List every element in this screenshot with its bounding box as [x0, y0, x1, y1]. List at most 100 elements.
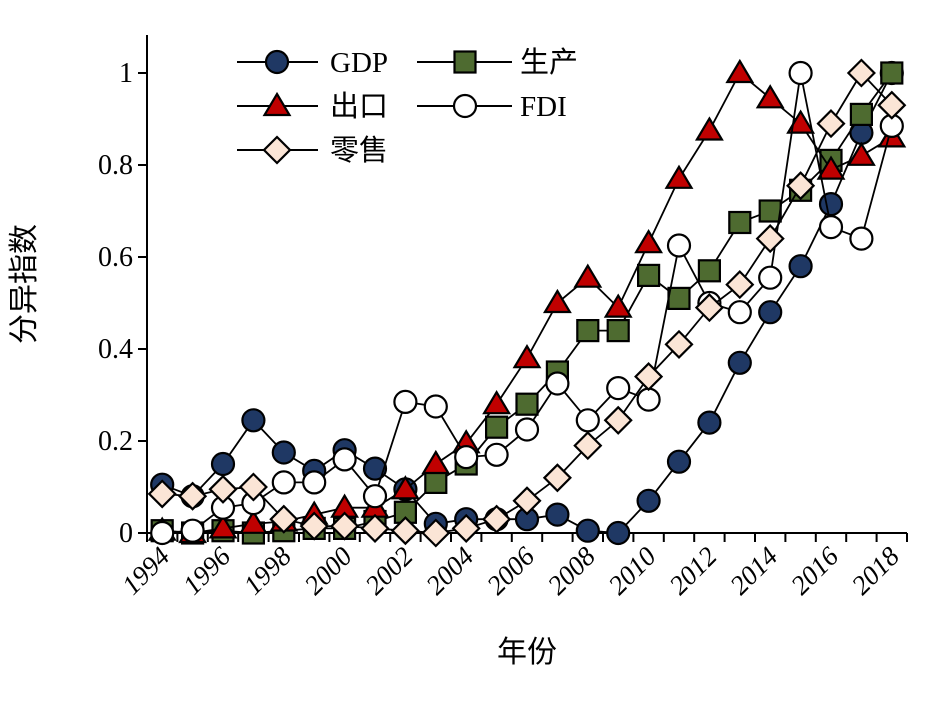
series-零售-marker [877, 90, 907, 120]
series-GDP-marker [697, 410, 722, 435]
x-tick-label-group: 1998 [238, 541, 298, 601]
x-tick-label-group: 2006 [481, 541, 541, 601]
series-出口-marker [664, 164, 694, 189]
series-FDI-marker [818, 215, 844, 240]
series-零售-marker [238, 472, 268, 502]
x-tick-label: 1998 [238, 541, 298, 601]
series-GDP-legend-marker [264, 49, 290, 75]
series-零售-marker [603, 405, 633, 435]
series-生产-marker [424, 470, 448, 494]
series-零售-marker [573, 431, 603, 461]
x-tick-label: 2000 [298, 541, 358, 601]
series-零售 [147, 58, 907, 548]
series-零售-marker [694, 293, 724, 323]
series-FDI-marker [606, 376, 631, 401]
x-tick-label-group: 2004 [420, 541, 479, 600]
y-tick-label: 0.4 [98, 334, 133, 365]
series-FDI-marker [271, 470, 296, 495]
series-零售-marker [269, 504, 299, 534]
series-FDI-marker [514, 417, 540, 442]
x-tick-label-group: 2010 [602, 541, 662, 601]
series-生产-marker [606, 319, 630, 343]
series-零售-marker [725, 270, 755, 300]
series-GDP-marker [666, 449, 692, 474]
series-出口-marker [634, 229, 664, 254]
legend-label: 生产 [520, 46, 578, 79]
series-生产-marker [758, 199, 782, 223]
series-GDP-marker [210, 451, 236, 477]
series-零售-marker [786, 171, 816, 201]
series-生产-marker [485, 415, 509, 439]
x-tick-label-group: 1996 [177, 541, 237, 601]
x-tick-label-group: 2012 [663, 541, 722, 600]
x-tick-label: 2018 [846, 541, 906, 601]
series-零售-marker [846, 58, 876, 88]
x-tick-label-group: 2000 [298, 541, 358, 601]
series-FDI-marker [393, 389, 418, 414]
x-tick-label: 1994 [116, 541, 175, 600]
x-tick-label-group: 2002 [359, 541, 418, 600]
legend-item-零售: 零售 [237, 134, 388, 167]
series-生产-marker [576, 319, 600, 343]
series-零售-legend-marker [262, 135, 292, 165]
x-tick-label-group: 1994 [116, 541, 175, 600]
series-零售-marker [330, 511, 360, 541]
series-零售-marker [451, 513, 481, 543]
x-tick-label-group: 2008 [542, 541, 602, 601]
series-生产-marker [728, 210, 752, 235]
x-tick-label-group: 2014 [724, 541, 783, 600]
series-FDI-marker [484, 442, 509, 467]
y-tick-label: 1 [119, 58, 133, 89]
series-FDI-marker [636, 387, 661, 412]
x-tick-label-group: 2016 [785, 541, 845, 601]
series-GDP-marker [362, 456, 388, 481]
legend-label: FDI [520, 91, 567, 123]
series-出口-marker [390, 475, 420, 500]
series-GDP-marker [271, 440, 296, 465]
series-GDP-marker [758, 300, 783, 325]
series-FDI-marker [423, 394, 448, 419]
legend-label: GDP [330, 47, 388, 79]
series-GDP-marker [606, 520, 631, 546]
series-GDP-marker [545, 502, 570, 527]
series-出口-marker [786, 109, 816, 134]
series-生产-marker [880, 61, 904, 85]
series-FDI-marker [727, 300, 752, 325]
series-出口-marker [846, 141, 876, 166]
series-零售-marker [147, 479, 177, 509]
series-零售-marker [664, 329, 694, 359]
series-零售-marker [178, 481, 208, 511]
x-tick-label: 2014 [724, 541, 783, 600]
legend-label: 出口 [330, 90, 388, 123]
series-出口-marker [512, 344, 542, 369]
legend-item-FDI: FDI [417, 91, 567, 123]
legend-label: 零售 [330, 134, 388, 167]
series-FDI-marker [302, 470, 327, 495]
series-出口-marker [816, 155, 846, 180]
series-出口-marker [694, 116, 724, 141]
x-tick-label: 1996 [177, 541, 237, 601]
series-GDP-marker [575, 518, 600, 543]
series-零售-marker [390, 516, 420, 546]
series-零售-marker [299, 511, 329, 541]
series-零售-marker [482, 504, 512, 534]
y-axis-title: 分异指数 [8, 224, 41, 344]
x-tick-label: 2008 [542, 541, 602, 601]
series-出口-marker [482, 390, 512, 415]
legend-item-生产: 生产 [417, 46, 578, 79]
series-生产-marker [849, 102, 874, 127]
series-FDI-marker [454, 445, 479, 470]
series-出口-legend-marker [262, 91, 292, 117]
series-FDI-marker [332, 447, 357, 472]
series-FDI-marker [545, 371, 570, 396]
series-生产-marker [667, 286, 691, 310]
series-GDP-marker [241, 408, 266, 433]
x-tick-label: 2016 [785, 541, 845, 601]
series-出口-marker [208, 514, 238, 539]
series-出口-marker [542, 288, 572, 314]
series-零售-marker [542, 463, 572, 493]
series-FDI [150, 60, 904, 546]
y-tick-label: 0.6 [98, 242, 133, 273]
